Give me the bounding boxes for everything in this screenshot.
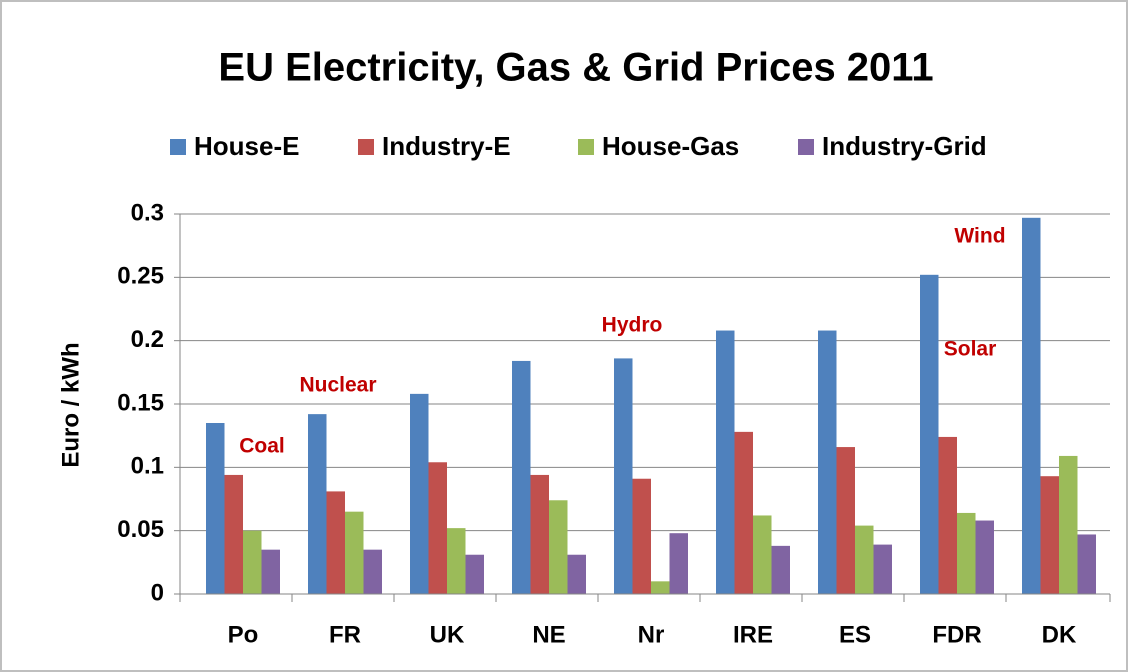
bar <box>326 491 345 594</box>
bar <box>530 474 549 594</box>
bar <box>1040 476 1059 594</box>
bar <box>651 581 670 594</box>
annotation: Nuclear <box>299 374 376 397</box>
y-tick-label: 0.3 <box>131 199 164 226</box>
bar <box>428 462 447 594</box>
legend-swatch <box>578 139 594 155</box>
bar <box>549 500 568 594</box>
y-tick-label: 0.2 <box>131 326 164 353</box>
bar <box>836 447 855 594</box>
legend-label: Industry-E <box>382 131 511 161</box>
legend-label: House-E <box>194 131 299 161</box>
legend-label: House-Gas <box>602 131 739 161</box>
bar <box>363 549 382 594</box>
bar <box>243 530 262 594</box>
x-tick-label: FR <box>329 621 361 648</box>
bar <box>1059 455 1078 594</box>
annotation: Hydro <box>602 314 663 337</box>
x-tick-label: UK <box>430 621 465 648</box>
y-tick-label: 0.05 <box>117 516 164 543</box>
x-tick-label: IRE <box>733 621 773 648</box>
bar <box>771 545 790 594</box>
bar <box>632 478 651 594</box>
bar <box>261 549 280 594</box>
bar <box>224 474 243 594</box>
bar <box>465 554 484 594</box>
x-tick-label: Nr <box>638 621 665 648</box>
y-tick-label: 0.15 <box>117 389 164 416</box>
x-tick-label: Po <box>228 621 259 648</box>
x-tick-label: ES <box>839 621 871 648</box>
legend-label: Industry-Grid <box>822 131 987 161</box>
annotation: Coal <box>239 435 285 458</box>
bar <box>447 528 466 594</box>
bar <box>1077 534 1096 594</box>
bar <box>734 431 753 594</box>
y-tick-label: 0.25 <box>117 263 164 290</box>
bar <box>957 512 976 594</box>
bar <box>975 520 994 594</box>
bar <box>753 515 772 594</box>
bar <box>938 436 957 594</box>
y-axis-label: Euro / kWh <box>57 342 84 467</box>
legend-swatch <box>170 139 186 155</box>
legend-swatch <box>798 139 814 155</box>
bar <box>308 414 327 594</box>
bar <box>614 358 633 594</box>
bar <box>512 360 531 594</box>
bar <box>567 554 586 594</box>
y-tick-label: 0 <box>151 579 164 606</box>
bar <box>669 533 688 594</box>
bar <box>1022 217 1041 595</box>
bar <box>206 423 225 594</box>
bar <box>855 525 874 594</box>
bar <box>920 274 939 594</box>
bar <box>410 393 429 594</box>
annotation: Solar <box>944 338 997 361</box>
y-tick-label: 0.1 <box>131 453 164 480</box>
x-tick-label: NE <box>532 621 565 648</box>
bar <box>716 330 735 594</box>
bar <box>873 544 892 594</box>
bar <box>818 330 837 594</box>
annotation: Wind <box>954 225 1005 248</box>
legend-swatch <box>358 139 374 155</box>
bar <box>345 511 364 594</box>
x-tick-label: FDR <box>932 621 981 648</box>
chart-title: EU Electricity, Gas & Grid Prices 2011 <box>218 46 933 90</box>
x-tick-label: DK <box>1042 621 1077 648</box>
